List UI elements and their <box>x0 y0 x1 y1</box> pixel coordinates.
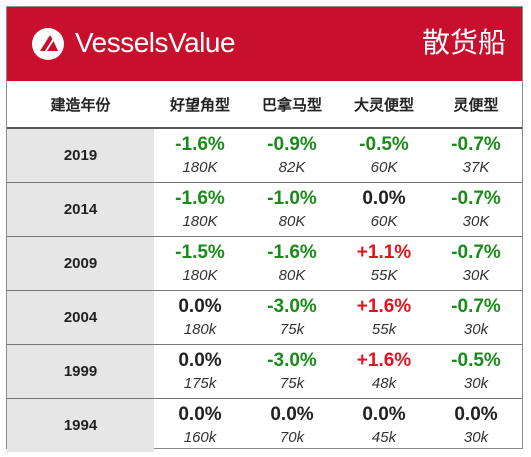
percent-change: -0.7% <box>451 133 501 155</box>
table-row: 1994 0.0% 160k 0.0% 70k 0.0% 45k 0.0% 30k <box>7 398 522 453</box>
value-amount: 175k <box>183 374 217 392</box>
build-year-cell: 2004 <box>7 290 154 345</box>
table-row: 2014 -1.6% 180K -1.0% 80K 0.0% 60K -0.7% 30K <box>7 182 522 237</box>
table-row: 2019 -1.6% 180K -0.9% 82K -0.5% 60K -0.7% 37K <box>7 128 522 183</box>
value-cell: +1.6% 48k <box>338 344 430 399</box>
value-cell: -0.9% 82K <box>246 128 338 183</box>
value-amount: 75k <box>279 320 305 338</box>
report-card: VesselsValue 散货船 建造年份 好望角型 巴拿马型 大灵便型 灵便型… <box>6 6 523 452</box>
value-cell: 0.0% 160k <box>154 399 246 453</box>
percent-change: -1.5% <box>175 241 225 263</box>
table-body: 2019 -1.6% 180K -0.9% 82K -0.5% 60K -0.7% 37K 201… <box>7 128 522 452</box>
brand-name: VesselsValue <box>75 27 236 58</box>
build-year-cell: 1994 <box>7 398 154 452</box>
percent-change: 0.0% <box>454 403 498 425</box>
value-amount: 60K <box>370 158 398 176</box>
value-cell: 0.0% 175k <box>154 344 246 399</box>
table-row: 1999 0.0% 175k -3.0% 75k +1.6% 48k -0.5% 30k <box>7 344 522 399</box>
build-year-cell: 2009 <box>7 236 154 291</box>
percent-change: -0.7% <box>451 187 501 209</box>
table-header-row: 建造年份 好望角型 巴拿马型 大灵便型 灵便型 <box>7 81 522 129</box>
value-amount: 70k <box>279 428 305 446</box>
percent-change: -0.9% <box>267 133 317 155</box>
percent-change: 0.0% <box>270 403 314 425</box>
value-amount: 48k <box>371 374 397 392</box>
value-amount: 30K <box>462 212 490 230</box>
percent-change: +1.6% <box>356 349 412 371</box>
percent-change: +1.1% <box>356 241 412 263</box>
value-amount: 180K <box>182 158 218 176</box>
value-amount: 75k <box>279 374 305 392</box>
value-amount: 60K <box>370 212 398 230</box>
percent-change: -0.5% <box>451 349 501 371</box>
table-row: 2004 0.0% 180k -3.0% 75k +1.6% 55k -0.7% 30k <box>7 290 522 345</box>
value-amount: 180k <box>183 320 217 338</box>
value-cell: -3.0% 75k <box>246 290 338 345</box>
percent-change: 0.0% <box>362 403 406 425</box>
value-cell: +1.6% 55k <box>338 290 430 345</box>
value-amount: 55K <box>370 266 398 284</box>
percent-change: -1.6% <box>175 187 225 209</box>
value-cell: -0.7% 37K <box>430 128 522 183</box>
value-cell: -0.5% 30k <box>430 344 522 399</box>
value-cell: 0.0% 70k <box>246 399 338 453</box>
value-amount: 80K <box>278 266 306 284</box>
percent-change: 0.0% <box>362 187 406 209</box>
value-amount: 180K <box>182 266 218 284</box>
percent-change: -0.5% <box>359 133 409 155</box>
value-cell: -1.0% 80K <box>246 182 338 237</box>
percent-change: -1.6% <box>175 133 225 155</box>
value-amount: 30K <box>462 266 490 284</box>
vesselsvalue-logo-icon <box>32 28 64 60</box>
header-bar: VesselsValue 散货船 <box>7 7 522 81</box>
value-cell: -0.7% 30K <box>430 182 522 237</box>
percent-change: -3.0% <box>267 295 317 317</box>
percent-change: -0.7% <box>451 295 501 317</box>
value-cell: 0.0% 180k <box>154 290 246 345</box>
value-cell: 0.0% 30k <box>430 399 522 453</box>
percent-change: -1.0% <box>267 187 317 209</box>
value-cell: -0.7% 30K <box>430 236 522 291</box>
value-amount: 82K <box>278 158 306 176</box>
value-cell: -1.6% 180K <box>154 182 246 237</box>
value-amount: 45k <box>371 428 397 446</box>
build-year-cell: 1999 <box>7 344 154 399</box>
value-amount: 80K <box>278 212 306 230</box>
header-supramax: 大灵便型 <box>338 81 430 129</box>
value-cell: 0.0% 45k <box>338 399 430 453</box>
percent-change: +1.6% <box>356 295 412 317</box>
values-table: 建造年份 好望角型 巴拿马型 大灵便型 灵便型 2019 -1.6% 180K -0.… <box>7 81 522 452</box>
value-cell: -1.5% 180K <box>154 236 246 291</box>
percent-change: 0.0% <box>178 295 222 317</box>
value-cell: -3.0% 75k <box>246 344 338 399</box>
value-cell: 0.0% 60K <box>338 182 430 237</box>
header-handysize: 灵便型 <box>430 81 522 129</box>
header-build-year: 建造年份 <box>7 81 154 129</box>
header-capesize: 好望角型 <box>154 81 246 129</box>
value-amount: 30k <box>463 320 489 338</box>
value-cell: +1.1% 55K <box>338 236 430 291</box>
build-year-cell: 2019 <box>7 128 154 183</box>
value-amount: 30k <box>463 374 489 392</box>
value-amount: 37K <box>462 158 490 176</box>
value-cell: -1.6% 80K <box>246 236 338 291</box>
value-amount: 180K <box>182 212 218 230</box>
value-cell: -0.7% 30k <box>430 290 522 345</box>
percent-change: -1.6% <box>267 241 317 263</box>
header-panamax: 巴拿马型 <box>246 81 338 129</box>
percent-change: -3.0% <box>267 349 317 371</box>
percent-change: -0.7% <box>451 241 501 263</box>
page-title: 散货船 <box>421 27 506 58</box>
value-amount: 30k <box>463 428 489 446</box>
percent-change: 0.0% <box>178 349 222 371</box>
table-row: 2009 -1.5% 180K -1.6% 80K +1.1% 55K -0.7% 30K <box>7 236 522 291</box>
value-amount: 55k <box>371 320 397 338</box>
percent-change: 0.0% <box>178 403 222 425</box>
value-cell: -0.5% 60K <box>338 128 430 183</box>
build-year-cell: 2014 <box>7 182 154 237</box>
value-cell: -1.6% 180K <box>154 128 246 183</box>
value-amount: 160k <box>183 428 217 446</box>
